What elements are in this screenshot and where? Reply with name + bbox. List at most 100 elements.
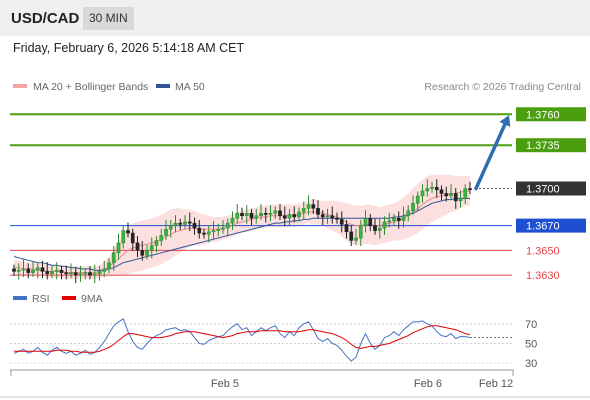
candle-body <box>26 268 31 273</box>
candle-body <box>449 193 453 197</box>
candle-body <box>368 217 373 226</box>
timeframe-button[interactable]: 30 MIN <box>83 7 134 30</box>
candle-body <box>225 222 230 229</box>
candle-body <box>339 219 344 225</box>
candle-body <box>401 215 406 221</box>
legend-swatch-ma20 <box>13 84 27 88</box>
candle-body <box>392 217 396 221</box>
candle-body <box>88 272 92 276</box>
candle-body <box>244 212 249 216</box>
candle-body <box>349 231 354 241</box>
level-tag-1.3735 <box>516 138 586 153</box>
candle-body <box>458 198 463 202</box>
rsi-ma9-line <box>14 325 471 353</box>
legend-swatch-ma50 <box>156 84 170 88</box>
candle-body <box>83 272 88 275</box>
level-tag-1.3700 <box>516 181 586 196</box>
legend-swatch-rsi <box>13 296 27 300</box>
level-tag-1.3760 <box>516 107 586 122</box>
candle-body <box>292 214 297 218</box>
candle-body <box>164 229 168 236</box>
candle-body <box>173 222 178 226</box>
candle-body <box>415 195 420 204</box>
candles <box>12 179 472 284</box>
candle-body <box>159 235 164 241</box>
candle-body <box>78 273 83 276</box>
candle-body <box>102 268 107 272</box>
candle-body <box>373 225 377 231</box>
candle-body <box>335 217 339 220</box>
rsi-line <box>13 318 471 362</box>
level-tag-1.3670 <box>516 218 586 233</box>
candle-body <box>97 271 102 275</box>
level-label-1.3700: 1.3700 <box>526 184 560 196</box>
candle-body <box>54 269 59 272</box>
candle-body <box>249 212 254 219</box>
legend-label-9ma: 9MA <box>81 293 103 305</box>
x-tick-label: Feb 12 <box>479 378 513 390</box>
candle-body <box>268 212 273 215</box>
candle-body <box>468 188 472 190</box>
candle-body <box>230 217 235 224</box>
candle-body <box>107 262 111 270</box>
level-label-1.3650: 1.3650 <box>526 245 560 257</box>
legend-label-rsi: RSI <box>32 293 50 305</box>
candle-body <box>297 211 301 218</box>
candle-body <box>154 240 159 246</box>
candle-body <box>16 269 21 272</box>
candle-body <box>12 268 16 272</box>
candle-body <box>178 222 183 225</box>
candle-body <box>21 268 26 271</box>
candle-body <box>92 273 97 276</box>
rsi-tick-30: 30 <box>525 358 537 370</box>
rsi-legend: RSI 9MA <box>13 293 103 305</box>
candle-body <box>306 204 311 209</box>
candle-body <box>145 250 149 256</box>
candle-body <box>316 208 320 215</box>
candle-body <box>140 250 145 256</box>
candle-body <box>396 217 401 221</box>
candle-body <box>259 212 263 216</box>
candle-body <box>377 227 382 231</box>
candle-body <box>254 215 259 219</box>
candle-body <box>282 215 287 219</box>
legend-swatch-9ma <box>62 296 76 300</box>
level-label-1.3670: 1.3670 <box>526 221 560 233</box>
candle-body <box>31 269 35 273</box>
candle-body <box>69 272 73 275</box>
candle-body <box>50 271 54 275</box>
candle-body <box>130 232 135 244</box>
candle-body <box>45 271 50 275</box>
candle-body <box>263 212 268 215</box>
candle-body <box>330 215 335 219</box>
candle-body <box>206 231 211 235</box>
candle-body <box>221 227 225 230</box>
candle-body <box>273 210 278 214</box>
bollinger-band <box>14 174 470 279</box>
timestamp: Friday, February 6, 2026 5:14:18 AM CET <box>13 41 245 55</box>
forecast-arrow-head <box>499 115 511 127</box>
credit-text: Research © 2026 Trading Central <box>424 81 581 93</box>
header-bar: USD/CAD 30 MIN <box>0 0 590 36</box>
candle-body <box>287 214 292 219</box>
candle-body <box>425 188 430 192</box>
candle-body <box>211 230 216 233</box>
candle-body <box>216 229 221 231</box>
candle-body <box>430 187 434 189</box>
candle-body <box>434 187 439 190</box>
level-label-1.3630: 1.3630 <box>526 270 560 282</box>
candle-body <box>363 217 368 226</box>
candle-body <box>64 272 69 275</box>
candle-body <box>135 242 140 251</box>
candle-body <box>453 193 458 202</box>
level-label-1.3735: 1.3735 <box>526 140 560 152</box>
candle-body <box>382 221 387 229</box>
candle-body <box>235 212 240 219</box>
candle-body <box>278 210 282 216</box>
candle-body <box>202 232 206 235</box>
candle-body <box>168 225 173 230</box>
candle-body <box>320 214 325 218</box>
candle-body <box>420 190 425 197</box>
candle-body <box>149 245 154 251</box>
